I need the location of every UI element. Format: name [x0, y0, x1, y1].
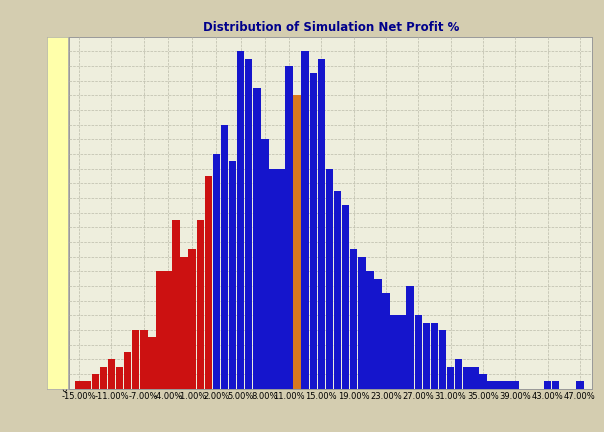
Bar: [342, 206, 349, 389]
Bar: [544, 381, 551, 389]
Bar: [237, 51, 245, 389]
Bar: [294, 95, 301, 389]
Bar: [108, 359, 115, 389]
Bar: [205, 176, 212, 389]
Bar: [100, 367, 107, 389]
Bar: [318, 59, 325, 389]
Bar: [92, 374, 99, 389]
Bar: [399, 315, 406, 389]
Bar: [140, 330, 147, 389]
Bar: [172, 220, 180, 389]
Bar: [463, 367, 471, 389]
Bar: [495, 381, 503, 389]
Bar: [406, 286, 414, 389]
Bar: [132, 330, 140, 389]
Bar: [213, 154, 220, 389]
Bar: [479, 374, 487, 389]
Bar: [261, 140, 269, 389]
Bar: [188, 249, 196, 389]
Bar: [439, 330, 446, 389]
Bar: [423, 323, 430, 389]
Bar: [334, 191, 341, 389]
Bar: [431, 323, 439, 389]
Bar: [350, 249, 358, 389]
Bar: [512, 381, 519, 389]
Bar: [382, 293, 390, 389]
Bar: [83, 381, 91, 389]
Bar: [301, 51, 309, 389]
Bar: [455, 359, 463, 389]
Bar: [76, 381, 83, 389]
Bar: [447, 367, 454, 389]
Bar: [181, 257, 188, 389]
Bar: [552, 381, 559, 389]
Title: Distribution of Simulation Net Profit %: Distribution of Simulation Net Profit %: [202, 21, 459, 34]
Bar: [390, 315, 398, 389]
Bar: [196, 220, 204, 389]
Bar: [148, 337, 156, 389]
Bar: [116, 367, 123, 389]
Bar: [358, 257, 365, 389]
Bar: [326, 169, 333, 389]
Bar: [277, 169, 284, 389]
Bar: [374, 279, 382, 389]
Bar: [164, 271, 172, 389]
Bar: [503, 381, 511, 389]
Bar: [156, 271, 164, 389]
Bar: [414, 315, 422, 389]
Bar: [576, 381, 583, 389]
Bar: [471, 367, 478, 389]
Bar: [124, 352, 131, 389]
Bar: [310, 73, 317, 389]
Bar: [253, 88, 260, 389]
Bar: [245, 59, 252, 389]
Bar: [285, 66, 293, 389]
Bar: [229, 162, 236, 389]
Bar: [487, 381, 495, 389]
Bar: [269, 169, 277, 389]
Bar: [220, 125, 228, 389]
Bar: [366, 271, 374, 389]
